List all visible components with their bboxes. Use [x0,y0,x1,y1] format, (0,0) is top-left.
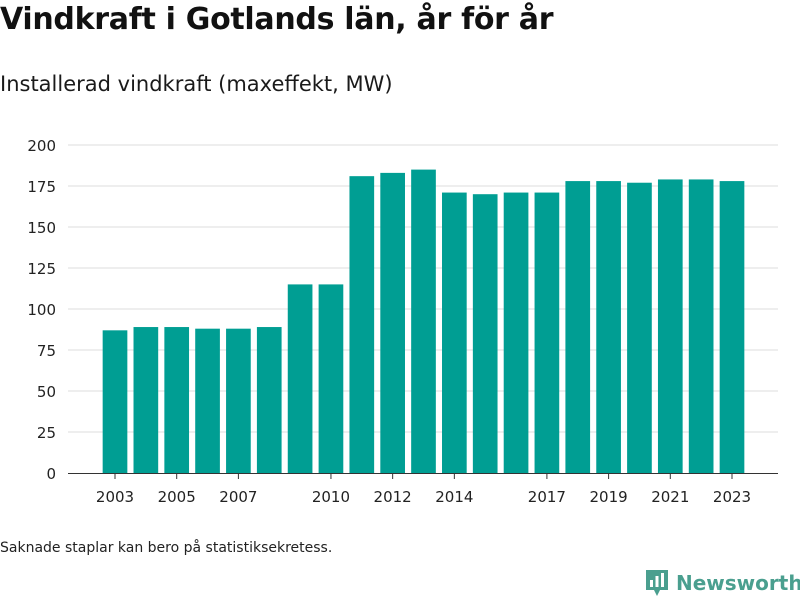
x-tick-label: 2023 [713,488,751,506]
x-tick-label: 2005 [158,488,196,506]
bar [287,284,313,473]
bar [719,181,745,473]
y-tick-label: 25 [37,424,56,442]
bar [133,327,159,473]
x-tick-label: 2012 [374,488,412,506]
y-tick-label: 50 [37,383,56,401]
bar [627,182,652,473]
bar [349,176,375,473]
bar [534,192,560,473]
bar [472,194,498,473]
y-tick-label: 175 [27,178,56,196]
bar [596,181,621,473]
y-tick-label: 125 [27,260,56,278]
bar [503,192,529,473]
bar [256,327,282,473]
brand-logo: Newsworthy [644,568,800,598]
x-tick-label: 2014 [435,488,473,506]
x-tick-label: 2007 [219,488,257,506]
bar [565,181,591,473]
bar [195,328,220,473]
bar [318,284,344,473]
bar [226,328,251,473]
bar-chart: 0 25 50 75 100 125 150 175 200 2003 2005 2007 2010 20… [27,137,778,506]
bar [688,179,714,473]
newsworthy-logo-icon [646,570,668,596]
x-tick-label: 2021 [651,488,689,506]
x-tick-label: 2010 [312,488,350,506]
bar [657,179,683,473]
bar [164,327,190,473]
x-tick-label: 2017 [528,488,566,506]
bar [411,169,436,473]
footnote: Saknade staplar kan bero på statistiksek… [0,540,333,556]
y-tick-label: 75 [37,342,56,360]
x-tick-label: 2003 [96,488,134,506]
bar [102,330,128,473]
bar [380,172,405,473]
brand-name: Newsworthy [676,571,800,595]
chart-subtitle: Installerad vindkraft (maxeffekt, MW) [0,72,393,96]
bar [442,192,467,473]
y-tick-label: 0 [46,465,56,483]
y-tick-label: 150 [27,219,56,237]
x-tick-label: 2019 [590,488,628,506]
y-tick-label: 200 [27,137,56,155]
y-tick-label: 100 [27,301,56,319]
chart-title: Vindkraft i Gotlands län, år för år [0,2,554,37]
